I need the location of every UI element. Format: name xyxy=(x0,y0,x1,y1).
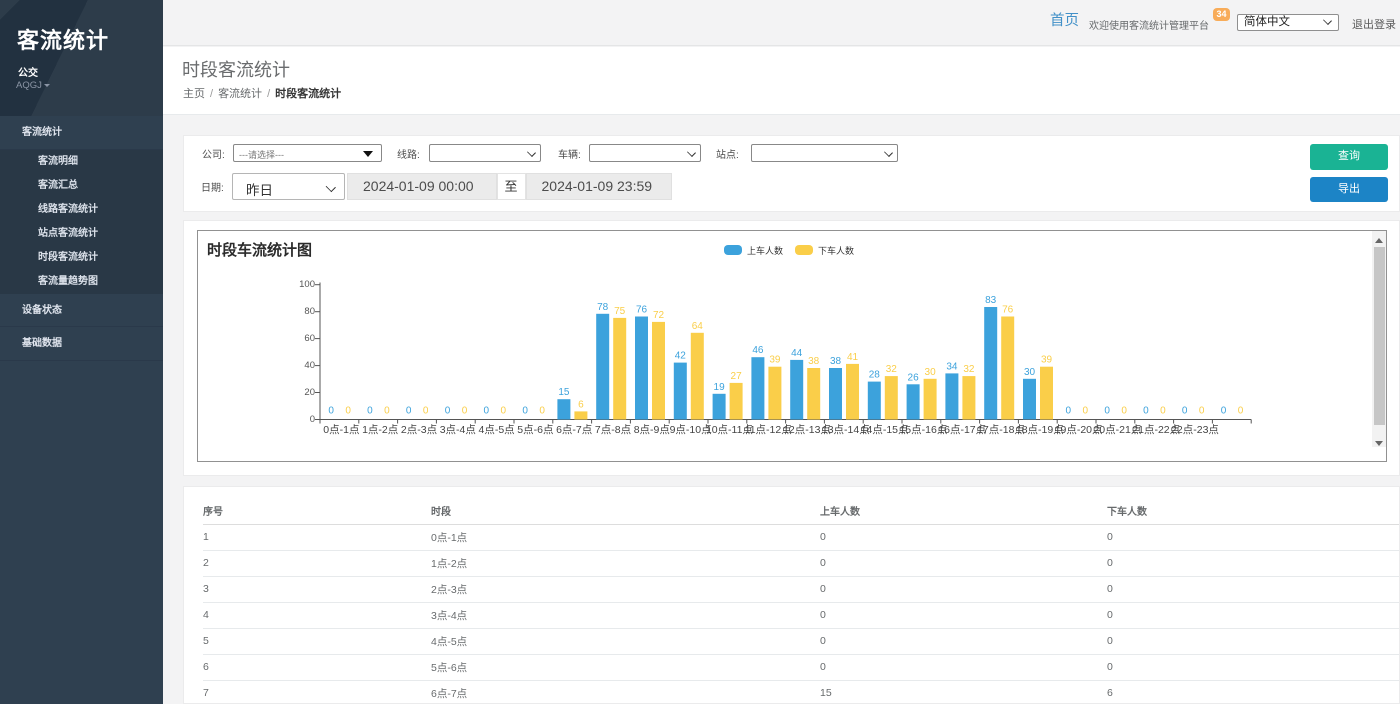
svg-text:2点-3点: 2点-3点 xyxy=(401,424,437,436)
svg-text:0: 0 xyxy=(484,406,490,417)
svg-text:9点-10点: 9点-10点 xyxy=(670,424,712,436)
svg-text:0: 0 xyxy=(1182,406,1188,417)
svg-text:40: 40 xyxy=(304,360,315,371)
svg-text:0: 0 xyxy=(501,406,507,417)
svg-text:20: 20 xyxy=(304,387,315,398)
svg-text:7点-8点: 7点-8点 xyxy=(595,424,631,436)
svg-text:0: 0 xyxy=(1104,406,1110,417)
svg-text:0: 0 xyxy=(423,406,429,417)
svg-text:20点-21点: 20点-21点 xyxy=(1093,424,1141,436)
svg-text:41: 41 xyxy=(847,352,859,363)
svg-text:100: 100 xyxy=(299,279,315,290)
svg-text:21点-22点: 21点-22点 xyxy=(1132,424,1180,436)
svg-text:76: 76 xyxy=(1002,305,1014,316)
svg-text:64: 64 xyxy=(692,321,704,332)
svg-text:10点-11点: 10点-11点 xyxy=(706,424,753,436)
svg-text:42: 42 xyxy=(675,351,687,362)
svg-text:80: 80 xyxy=(304,306,315,317)
svg-text:0: 0 xyxy=(1143,406,1149,417)
svg-text:17点-18点: 17点-18点 xyxy=(977,424,1025,436)
svg-text:75: 75 xyxy=(614,306,626,317)
svg-text:0: 0 xyxy=(310,414,315,425)
svg-text:12点-13点: 12点-13点 xyxy=(783,424,831,436)
svg-text:6: 6 xyxy=(578,399,584,410)
svg-text:0: 0 xyxy=(1221,406,1227,417)
svg-text:22点-23点: 22点-23点 xyxy=(1171,424,1219,436)
svg-text:0: 0 xyxy=(1238,406,1244,417)
svg-text:38: 38 xyxy=(808,356,820,367)
svg-text:4点-5点: 4点-5点 xyxy=(479,424,515,436)
svg-text:18点-19点: 18点-19点 xyxy=(1016,424,1064,436)
svg-text:0: 0 xyxy=(367,406,373,417)
svg-text:27: 27 xyxy=(731,371,743,382)
svg-text:0: 0 xyxy=(345,406,351,417)
svg-text:16点-17点: 16点-17点 xyxy=(938,424,986,436)
svg-text:38: 38 xyxy=(830,356,842,367)
svg-text:72: 72 xyxy=(653,310,665,321)
svg-text:76: 76 xyxy=(636,305,648,316)
svg-text:32: 32 xyxy=(886,364,898,375)
svg-text:14点-15点: 14点-15点 xyxy=(861,424,909,436)
svg-text:0: 0 xyxy=(1066,406,1072,417)
svg-text:30: 30 xyxy=(925,367,937,378)
svg-text:15点-16点: 15点-16点 xyxy=(899,424,947,436)
svg-text:0: 0 xyxy=(539,406,545,417)
svg-text:13点-14点: 13点-14点 xyxy=(822,424,870,436)
svg-text:0: 0 xyxy=(445,406,451,417)
svg-text:0: 0 xyxy=(1160,406,1166,417)
svg-text:0: 0 xyxy=(1083,406,1089,417)
svg-text:5点-6点: 5点-6点 xyxy=(517,424,553,436)
svg-text:83: 83 xyxy=(985,295,997,306)
svg-text:0: 0 xyxy=(406,406,412,417)
svg-text:28: 28 xyxy=(869,370,881,381)
svg-text:78: 78 xyxy=(597,302,609,313)
svg-text:46: 46 xyxy=(752,345,764,356)
svg-text:19: 19 xyxy=(714,382,726,393)
svg-text:8点-9点: 8点-9点 xyxy=(634,424,670,436)
svg-text:19点-20点: 19点-20点 xyxy=(1055,424,1103,436)
svg-text:0: 0 xyxy=(462,406,468,417)
svg-text:6点-7点: 6点-7点 xyxy=(556,424,592,436)
svg-text:11点-12点: 11点-12点 xyxy=(745,424,792,436)
svg-text:15: 15 xyxy=(558,387,570,398)
svg-text:34: 34 xyxy=(946,361,958,372)
svg-text:0: 0 xyxy=(384,406,390,417)
svg-text:39: 39 xyxy=(1041,355,1053,366)
svg-text:0: 0 xyxy=(328,406,334,417)
svg-text:30: 30 xyxy=(1024,367,1036,378)
svg-text:0: 0 xyxy=(522,406,528,417)
svg-text:26: 26 xyxy=(908,372,920,383)
svg-text:44: 44 xyxy=(791,348,803,359)
svg-text:0点-1点: 0点-1点 xyxy=(323,424,359,436)
svg-text:3点-4点: 3点-4点 xyxy=(440,424,476,436)
svg-text:1点-2点: 1点-2点 xyxy=(362,424,398,436)
svg-text:32: 32 xyxy=(963,364,975,375)
svg-text:0: 0 xyxy=(1121,406,1127,417)
svg-text:0: 0 xyxy=(1199,406,1205,417)
svg-text:60: 60 xyxy=(304,333,315,344)
svg-text:39: 39 xyxy=(769,355,781,366)
